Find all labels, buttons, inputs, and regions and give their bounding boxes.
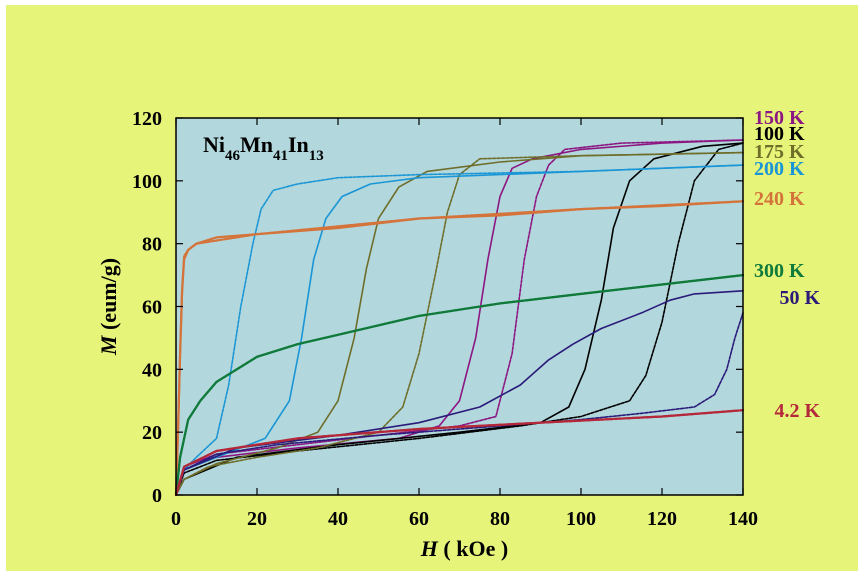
series-label-100-k: 100 K	[754, 123, 805, 145]
series-line-175-k-up	[175, 151, 744, 496]
y-tick-label: 100	[132, 171, 162, 193]
y-tick-label: 40	[142, 359, 162, 381]
series-line-240-k-down	[174, 200, 745, 497]
x-tick-label: 100	[566, 508, 596, 530]
y-axis-label: M (eum/g)	[96, 258, 121, 356]
formula-subscript: 41	[273, 148, 288, 164]
chart-title: Ni46Mn41In13	[203, 132, 324, 164]
series-label-240-k: 240 K	[754, 188, 805, 210]
x-tick-label: 120	[647, 508, 677, 530]
series-label-150-k: 150 K	[754, 107, 805, 129]
x-tick-label: 40	[328, 508, 348, 530]
series-label-300-k: 300 K	[754, 260, 805, 282]
series-label-175-k: 175 K	[754, 141, 805, 163]
formula-element: Mn	[240, 132, 273, 157]
x-tick-label: 140	[728, 508, 758, 530]
x-tick-label: 60	[409, 508, 429, 530]
x-axis-label-unit: ( kOe )	[438, 536, 508, 561]
y-tick-label: 20	[142, 422, 162, 444]
series-label-50-k: 50 K	[779, 287, 820, 309]
y-tick-label: 0	[152, 485, 162, 507]
series-line-100-k-down	[175, 142, 744, 496]
y-tick-label: 60	[142, 297, 162, 319]
ticks-layer: 0 20 40 60 80 100 120 140 0 20 40 60 80 100 120	[132, 108, 758, 530]
y-axis-label-unit: (eum/g)	[96, 258, 121, 336]
y-tick-label: 120	[132, 108, 162, 130]
series-line-150-k-up	[175, 139, 744, 496]
x-axis-label: H ( kOe )	[420, 536, 508, 561]
x-tick-label: 20	[247, 508, 267, 530]
series-label-4-2-k: 4.2 K	[774, 400, 820, 422]
x-tick-label: 0	[171, 508, 181, 530]
series-line-175-k-down	[175, 151, 744, 496]
series-label-200-k: 200 K	[754, 158, 805, 180]
series-line-200-k-down	[175, 164, 744, 496]
series-line-4-2-k-down	[174, 409, 745, 497]
y-axis-label-symbol: M	[96, 334, 121, 356]
formula-subscript: 46	[225, 148, 241, 164]
x-tick-label: 80	[490, 508, 510, 530]
series-line-200-k-up	[175, 164, 744, 496]
formula-element: In	[288, 132, 309, 157]
series-line-100-k-up	[175, 142, 744, 496]
series-line-300-k-down	[174, 274, 745, 497]
series-layer	[174, 139, 745, 497]
formula-subscript: 13	[309, 148, 324, 164]
y-tick-label: 80	[142, 234, 162, 256]
x-axis-label-symbol: H	[420, 536, 439, 561]
formula-element: Ni	[203, 132, 225, 157]
